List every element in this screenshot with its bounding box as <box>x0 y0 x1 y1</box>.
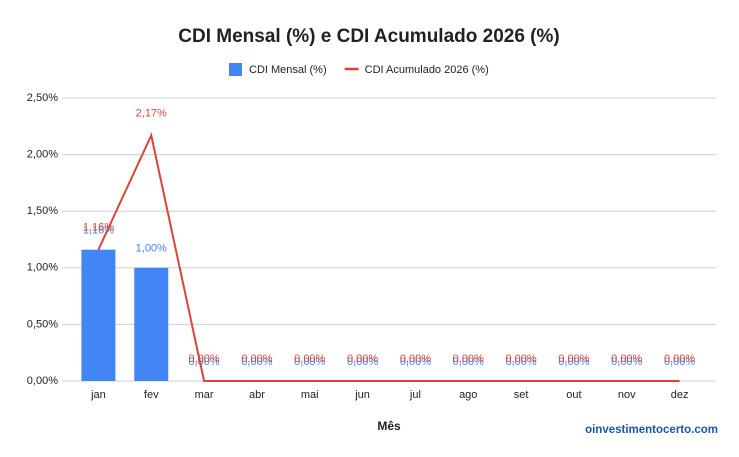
legend-label: CDI Acumulado 2026 (%) <box>365 64 489 76</box>
value-label: 0,00% <box>241 353 272 365</box>
value-label: 0,00% <box>664 353 695 365</box>
value-label: 0,00% <box>400 356 431 368</box>
x-tick-label: dez <box>671 389 689 401</box>
x-tick-label: ago <box>459 389 477 401</box>
y-tick-label: 0,50% <box>27 318 58 330</box>
value-label: 0,00% <box>558 353 589 365</box>
bar <box>81 249 116 381</box>
value-label: 0,00% <box>400 353 431 365</box>
y-tick-label: 2,50% <box>27 92 58 104</box>
value-label: 0,00% <box>453 353 484 365</box>
value-label: 1,00% <box>136 243 167 255</box>
value-label: 0,00% <box>294 353 325 365</box>
value-label: 0,00% <box>294 356 325 368</box>
value-label: 0,00% <box>558 356 589 368</box>
value-label: 0,00% <box>664 356 695 368</box>
line <box>97 132 680 382</box>
value-label: 1,16% <box>83 222 114 234</box>
value-label: 0,00% <box>505 356 536 368</box>
value-label: 0,00% <box>611 353 642 365</box>
value-label: 0,00% <box>453 356 484 368</box>
legend-label: CDI Mensal (%) <box>249 64 327 76</box>
y-tick-label: 2,00% <box>27 149 58 161</box>
x-tick-label: set <box>514 389 529 401</box>
legend-swatch <box>229 63 242 76</box>
value-label: 0,00% <box>241 356 272 368</box>
value-label: 0,00% <box>188 356 219 368</box>
y-tick-label: 1,50% <box>27 205 58 217</box>
value-label: 0,00% <box>347 353 378 365</box>
x-tick-label: mar <box>195 389 214 401</box>
x-tick-label: jul <box>409 389 421 401</box>
value-label: 0,00% <box>188 353 219 365</box>
x-tick-label: jun <box>354 389 370 401</box>
x-tick-label: nov <box>618 389 636 401</box>
chart-title: CDI Mensal (%) e CDI Acumulado 2026 (%) <box>178 26 559 47</box>
value-label: 2,17% <box>136 107 167 119</box>
x-axis-label: Mês <box>377 419 401 433</box>
value-label: 0,00% <box>505 353 536 365</box>
source: oinvestimentocerto.com <box>585 424 718 436</box>
value-label: 0,00% <box>347 356 378 368</box>
y-tick-label: 1,00% <box>27 262 58 274</box>
y-tick-label: 0,00% <box>27 375 58 387</box>
x-tick-label: fev <box>144 389 159 401</box>
x-tick-label: abr <box>249 389 265 401</box>
value-label: 0,00% <box>611 356 642 368</box>
x-tick-label: out <box>566 389 581 401</box>
x-tick-label: mai <box>301 389 319 401</box>
x-tick-label: jan <box>90 389 106 401</box>
bar <box>134 267 169 381</box>
